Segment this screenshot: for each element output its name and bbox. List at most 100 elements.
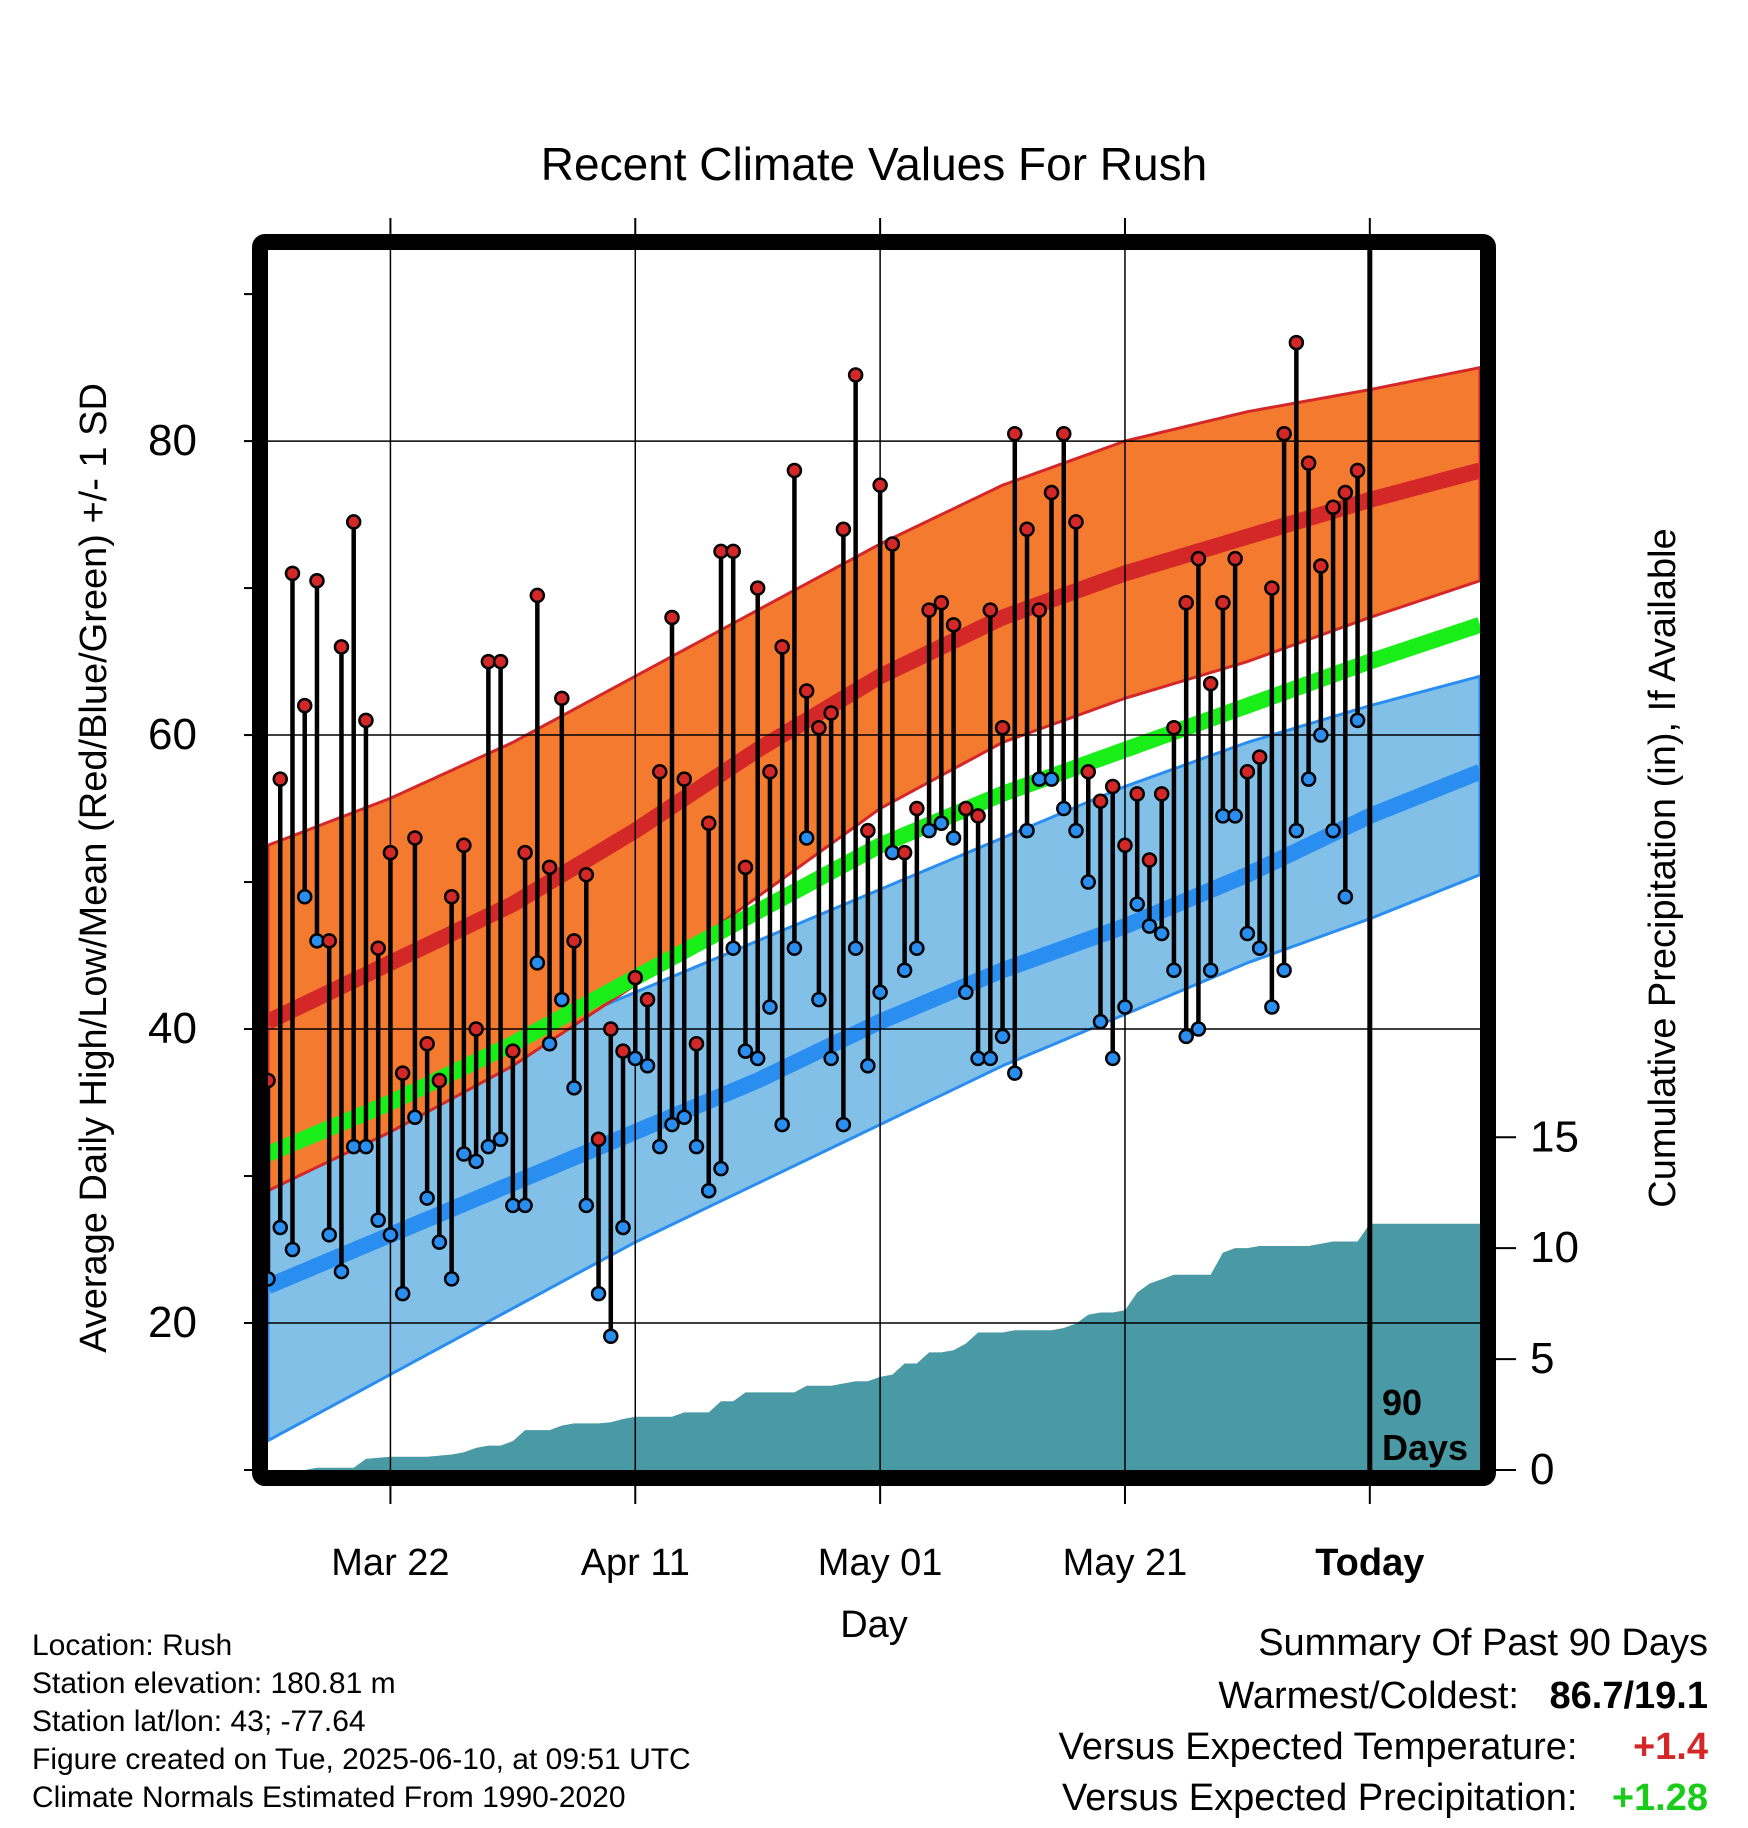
daily-low-point: [664, 1116, 680, 1133]
info-latlon: Station lat/lon: 43; -77.64: [32, 1705, 366, 1738]
daily-low-point: [407, 1109, 423, 1125]
daily-low-point: [1251, 940, 1268, 956]
summary-precip-label: Versus Expected Precipitation:: [1062, 1777, 1578, 1819]
daily-low-point: [1300, 771, 1317, 787]
daily-high-point: [333, 639, 350, 655]
daily-low-point: [1129, 896, 1145, 912]
daily-high-point: [896, 844, 913, 861]
plot-border: [252, 234, 1496, 1486]
station-info: Location: Rush Station elevation: 180.81…: [32, 1627, 691, 1817]
daily-high-point: [443, 888, 460, 905]
daily-high-point: [1129, 786, 1145, 802]
daily-low-point: [700, 1182, 717, 1199]
daily-low-point: [749, 1050, 766, 1067]
y-left-tick-label: 40: [148, 1004, 197, 1053]
daily-low-point: [1043, 771, 1060, 787]
daily-high-point: [762, 764, 778, 780]
info-created: Figure created on Tue, 2025-06-10, at 09…: [32, 1743, 691, 1776]
x-tick-label: Today: [1315, 1542, 1424, 1584]
info-normals: Climate Normals Estimated From 1990-2020: [32, 1781, 626, 1814]
daily-low-point: [1288, 822, 1305, 839]
daily-low-point: [1019, 822, 1035, 839]
daily-low-point: [1068, 822, 1084, 839]
daily-high-point: [1007, 425, 1023, 442]
daily-high-point: [554, 690, 570, 707]
today-marker-line2: Days: [1382, 1427, 1468, 1468]
daily-low-point: [945, 830, 962, 846]
daily-high-point: [1117, 837, 1133, 854]
daily-high-point: [407, 830, 423, 846]
x-tick-label: Mar 22: [331, 1542, 449, 1584]
daily-high-point: [1166, 719, 1182, 736]
daily-low-point: [1141, 918, 1158, 934]
daily-high-point: [468, 1021, 484, 1037]
daily-low-point: [284, 1241, 301, 1258]
x-tick-label: May 21: [1063, 1542, 1188, 1584]
daily-high-point: [321, 933, 337, 949]
daily-low-point: [774, 1116, 790, 1133]
daily-low-point: [321, 1227, 337, 1243]
daily-low-point: [370, 1212, 386, 1228]
daily-low-point: [541, 1035, 558, 1052]
daily-low-point: [394, 1285, 411, 1302]
daily-low-point: [725, 940, 741, 956]
daily-low-point: [921, 822, 937, 839]
y-right-tick-label: 5: [1530, 1334, 1554, 1383]
axes: 20 40 60 80 Mar 22 Apr 11 May 01 May 21 Today 0 5 1…: [148, 218, 1579, 1584]
today-marker-line1: 90: [1382, 1382, 1422, 1423]
daily-high-point: [431, 1072, 448, 1089]
daily-high-point: [272, 771, 288, 787]
daily-high-point: [1251, 749, 1268, 765]
daily-high-point: [958, 800, 974, 817]
info-elevation: Station elevation: 180.81 m: [32, 1667, 396, 1700]
daily-low-point: [958, 984, 974, 1001]
daily-high-point: [1264, 580, 1280, 596]
daily-high-point: [1068, 514, 1084, 530]
daily-low-point: [517, 1197, 533, 1214]
daily-high-point: [529, 587, 546, 604]
daily-high-point: [1153, 786, 1170, 802]
daily-high-point: [1092, 793, 1109, 809]
daily-low-point: [419, 1190, 435, 1206]
daily-high-point: [652, 764, 668, 780]
daily-high-point: [615, 1043, 631, 1059]
daily-high-point: [1239, 764, 1256, 780]
x-tick-label: May 01: [818, 1542, 943, 1584]
daily-low-point: [1337, 888, 1354, 905]
daily-low-point: [1056, 800, 1072, 817]
daily-high-point: [725, 543, 741, 560]
daily-low-point: [603, 1328, 619, 1344]
y-left-label: Average Daily High/Low/Mean (Red/Blue/Gr…: [73, 383, 115, 1353]
daily-high-point: [1141, 852, 1158, 868]
y-left-tick-label: 80: [148, 416, 197, 465]
info-location: Location: Rush: [32, 1629, 233, 1662]
high-mean-line: [264, 462, 1483, 1029]
daily-low-point: [1092, 1013, 1109, 1030]
x-tick-label: Apr 11: [581, 1542, 690, 1584]
daily-low-point: [982, 1050, 999, 1067]
summary-warmest: Warmest/Coldest: 86.7/19.1: [1218, 1675, 1708, 1718]
daily-low-point: [333, 1263, 350, 1280]
summary-heading: Summary Of Past 90 Days: [1258, 1622, 1708, 1664]
y-right-tick-label: 15: [1530, 1112, 1579, 1161]
daily-high-point: [994, 719, 1011, 736]
daily-low-point: [933, 815, 950, 832]
daily-high-point: [1190, 550, 1207, 567]
summary-temp-value: +1.4: [1632, 1726, 1708, 1768]
summary-precip: Versus Expected Precipitation: +1.28: [1062, 1777, 1708, 1820]
daily-high-point: [505, 1043, 521, 1059]
daily-low-point: [860, 1058, 876, 1074]
daily-low-point: [627, 1050, 644, 1067]
daily-low-point: [1202, 962, 1219, 978]
daily-high-point: [1043, 484, 1060, 501]
daily-low-point: [1239, 925, 1256, 942]
daily-high-point: [1227, 550, 1243, 567]
daily-high-point: [627, 969, 644, 986]
daily-low-point: [272, 1219, 288, 1236]
daily-low-point: [1313, 727, 1329, 743]
daily-high-point: [1215, 595, 1231, 611]
plot-frame: [252, 234, 1496, 1486]
daily-low-point: [1104, 1050, 1121, 1067]
daily-high-point: [811, 719, 827, 736]
daily-high-point: [1313, 558, 1329, 574]
